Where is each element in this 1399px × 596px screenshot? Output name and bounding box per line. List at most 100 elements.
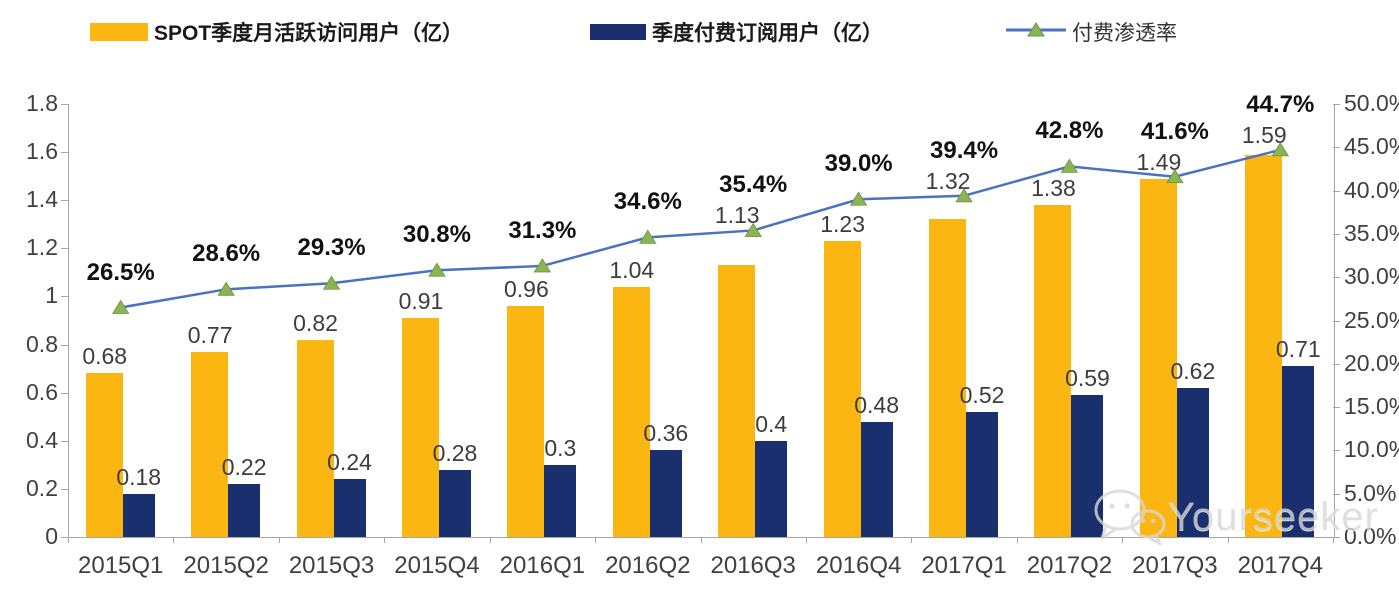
mau-bar bbox=[191, 351, 229, 537]
left-axis-label: 0.4 bbox=[26, 426, 58, 453]
subscribers-bar-label: 0.28 bbox=[432, 439, 478, 466]
subscribers-bar bbox=[544, 464, 577, 537]
left-axis-tick bbox=[61, 104, 68, 105]
left-axis-label: 0.6 bbox=[26, 378, 58, 405]
left-axis-tick bbox=[61, 440, 68, 442]
x-axis-tick bbox=[700, 537, 702, 543]
left-axis-tick bbox=[61, 200, 68, 202]
subscribers-bar-label: 0.59 bbox=[1065, 365, 1110, 392]
subscribers-bar bbox=[755, 440, 788, 537]
x-axis-tick bbox=[489, 537, 491, 543]
left-axis-label: 0 bbox=[45, 523, 58, 549]
mau-bar-label: 1.04 bbox=[609, 256, 655, 283]
right-axis-tick bbox=[1333, 190, 1340, 192]
right-axis-tick bbox=[1333, 147, 1340, 149]
left-axis-tick bbox=[61, 392, 68, 394]
x-axis-tick bbox=[384, 537, 386, 543]
subscribers-bar bbox=[1071, 395, 1104, 537]
left-axis-tick bbox=[61, 296, 68, 298]
x-axis-label: 2015Q3 bbox=[288, 552, 375, 579]
subscribers-bar bbox=[966, 411, 999, 537]
left-axis-label: 1.8 bbox=[26, 90, 58, 116]
line-marker-icon bbox=[1006, 21, 1066, 36]
mau-bar-label: 0.91 bbox=[398, 288, 444, 315]
right-axis-label: 5.0% bbox=[1344, 479, 1397, 506]
right-axis-tick bbox=[1333, 450, 1340, 452]
subscribers-bar-label: 0.24 bbox=[327, 449, 372, 476]
left-axis-tick bbox=[61, 152, 68, 154]
left-axis-label: 0.8 bbox=[26, 330, 58, 357]
subscribers-bar bbox=[333, 479, 366, 537]
subscribers-legend-label: 季度付费订阅用户（亿） bbox=[652, 22, 883, 45]
x-axis-label: 2015Q1 bbox=[78, 552, 164, 579]
right-axis-label: 10.0% bbox=[1344, 436, 1399, 463]
left-axis-label: 1.4 bbox=[26, 186, 58, 213]
right-axis-tick bbox=[1333, 493, 1340, 495]
mau-legend-label: SPOT季度月活跃访问用户（亿） bbox=[154, 22, 464, 45]
x-axis-label: 2016Q2 bbox=[605, 552, 691, 579]
right-axis-label: 15.0% bbox=[1344, 393, 1399, 420]
mau-bar-label: 1.13 bbox=[714, 202, 760, 229]
mau-bar bbox=[718, 265, 756, 537]
legend-item-mau: SPOT季度月活跃访问用户（亿） bbox=[90, 14, 463, 50]
subscribers-bar-label: 0.52 bbox=[959, 381, 1005, 408]
wechat-icon bbox=[1094, 489, 1166, 546]
legend-item-subscribers: 季度付费订阅用户（亿） bbox=[590, 14, 883, 50]
subscribers-bar-label: 0.48 bbox=[854, 391, 899, 418]
subscribers-bar bbox=[649, 450, 682, 537]
x-axis-tick bbox=[1016, 537, 1018, 543]
penetration-label: 31.3% bbox=[508, 216, 577, 244]
penetration-legend-marker bbox=[1006, 20, 1066, 45]
right-axis-label: 25.0% bbox=[1344, 306, 1399, 333]
subscribers-bar-label: 0.18 bbox=[116, 463, 162, 490]
right-axis-label: 45.0% bbox=[1344, 133, 1399, 160]
subscribers-bar bbox=[438, 469, 471, 537]
x-axis-tick bbox=[1333, 537, 1334, 543]
mau-bar-label: 0.68 bbox=[82, 343, 128, 370]
x-axis-label: 2015Q4 bbox=[394, 552, 480, 579]
right-axis-label: 0.0% bbox=[1344, 523, 1397, 549]
subscribers-bar bbox=[228, 484, 261, 537]
x-axis-tick bbox=[595, 537, 597, 543]
x-axis-tick bbox=[1122, 537, 1124, 543]
mau-bar-label: 1.38 bbox=[1031, 175, 1076, 202]
right-axis-label: 35.0% bbox=[1344, 219, 1399, 246]
penetration-label: 44.7% bbox=[1246, 90, 1315, 118]
right-axis-tick bbox=[1333, 320, 1340, 322]
mau-bar-label: 0.82 bbox=[293, 309, 338, 336]
x-axis-label: 2017Q1 bbox=[921, 552, 1007, 579]
right-axis-tick bbox=[1333, 277, 1340, 279]
mau-bar bbox=[507, 306, 545, 537]
right-axis-label: 20.0% bbox=[1344, 349, 1399, 376]
mau-bar-label: 1.49 bbox=[1136, 148, 1182, 175]
right-axis-tick bbox=[1333, 104, 1340, 105]
x-axis-label: 2016Q1 bbox=[499, 552, 586, 579]
watermark-text: Yourseeker bbox=[1168, 494, 1379, 539]
x-axis-label: 2016Q4 bbox=[815, 552, 902, 579]
right-axis-label: 40.0% bbox=[1344, 176, 1399, 203]
penetration-label: 41.6% bbox=[1140, 117, 1209, 145]
subscribers-bar-label: 0.3 bbox=[544, 434, 577, 461]
mau-legend-swatch bbox=[90, 23, 148, 41]
right-axis-tick bbox=[1333, 407, 1340, 409]
right-axis-tick bbox=[1333, 363, 1340, 365]
mau-bar bbox=[929, 219, 967, 537]
legend-item-penetration: 付费渗透率 bbox=[1006, 14, 1177, 50]
mau-bar-label: 1.23 bbox=[820, 211, 865, 238]
subscribers-bar bbox=[1282, 366, 1315, 537]
left-axis-label: 1.6 bbox=[26, 138, 58, 165]
x-axis-tick bbox=[278, 537, 280, 543]
x-axis-label: 2017Q4 bbox=[1237, 552, 1323, 579]
penetration-legend-label: 付费渗透率 bbox=[1072, 22, 1177, 45]
subscribers-bar bbox=[122, 493, 155, 537]
left-axis-label: 1.2 bbox=[26, 234, 58, 261]
left-axis-tick bbox=[61, 248, 68, 250]
subscribers-bar-label: 0.4 bbox=[755, 410, 788, 437]
x-axis-label: 2016Q3 bbox=[710, 552, 796, 579]
subscribers-legend-swatch bbox=[590, 24, 646, 40]
subscribers-bar-label: 0.62 bbox=[1170, 357, 1216, 384]
x-axis-label: 2015Q2 bbox=[183, 552, 269, 579]
x-axis-tick bbox=[173, 537, 175, 543]
watermark: Yourseeker bbox=[1090, 486, 1379, 548]
